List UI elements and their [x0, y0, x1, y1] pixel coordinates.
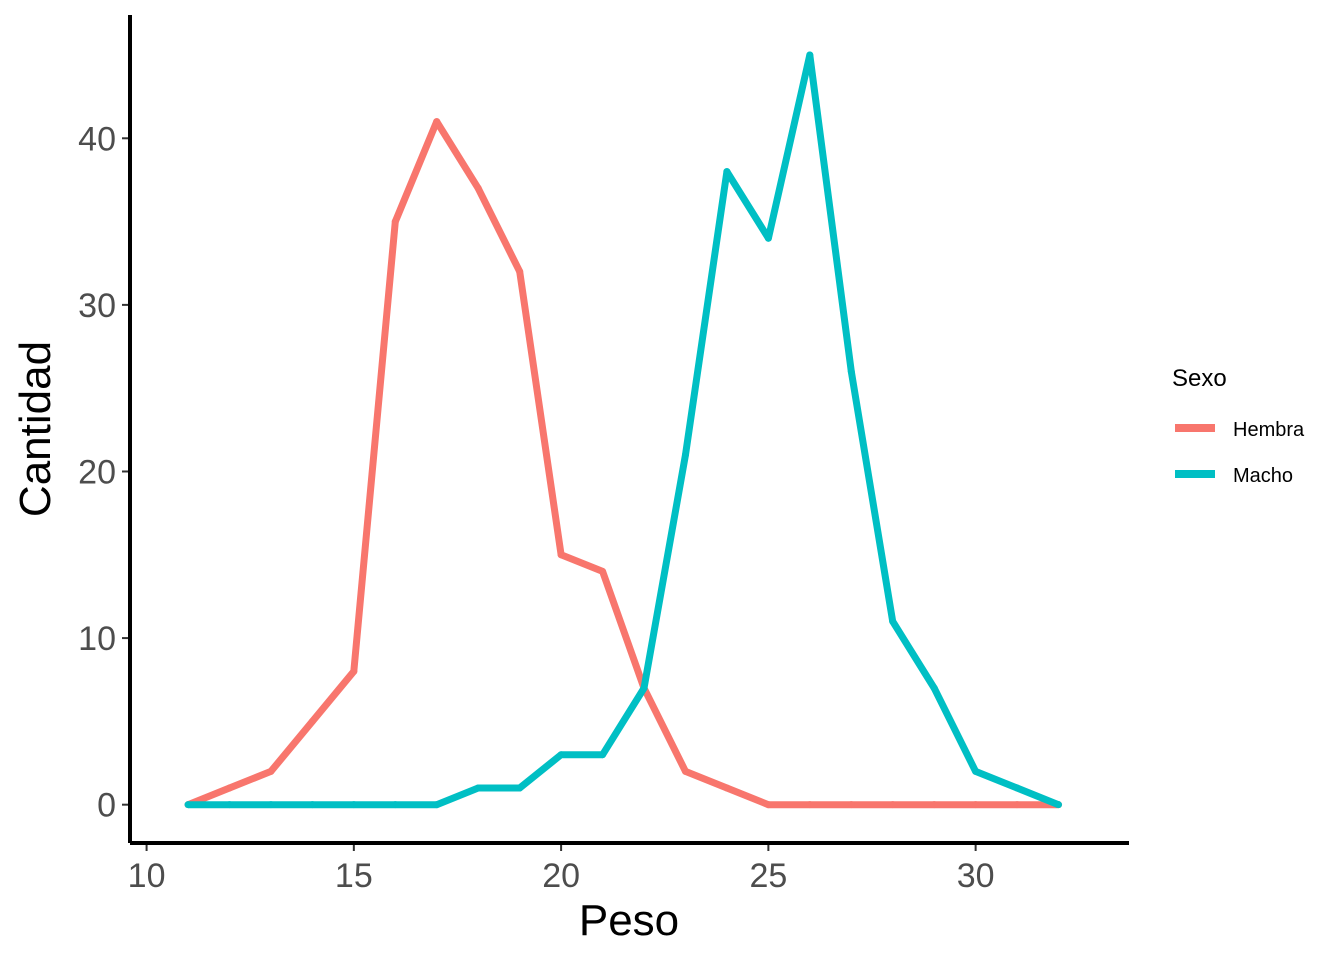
- data-point-macho: [350, 801, 358, 809]
- data-point-macho: [267, 801, 275, 809]
- data-point-hembra: [806, 801, 814, 809]
- y-tick-label: 30: [78, 287, 116, 325]
- series-line-macho: [188, 51, 1060, 809]
- data-point-macho: [640, 684, 648, 692]
- data-point-hembra: [433, 118, 441, 126]
- legend-label-macho: Macho: [1233, 465, 1293, 487]
- data-point-macho: [889, 617, 897, 625]
- x-axis-title: Peso: [579, 896, 679, 945]
- axes-layer: [128, 15, 1129, 845]
- y-tick-label: 0: [97, 787, 116, 825]
- data-point-macho: [184, 801, 192, 809]
- data-point-hembra: [972, 801, 980, 809]
- x-tick-label: 20: [542, 857, 580, 895]
- data-point-macho: [391, 801, 399, 809]
- data-point-hembra: [1013, 801, 1021, 809]
- data-point-hembra: [930, 801, 938, 809]
- y-tick-label: 40: [78, 120, 116, 158]
- data-point-macho: [433, 801, 441, 809]
- data-point-macho: [764, 234, 772, 242]
- x-tick-label: 30: [957, 857, 995, 895]
- data-point-macho: [599, 751, 607, 759]
- y-axis-title: Cantidad: [11, 341, 60, 517]
- legend-title: Sexo: [1172, 365, 1227, 392]
- data-point-macho: [474, 784, 482, 792]
- series-line-hembra: [186, 118, 1059, 809]
- data-point-hembra: [681, 767, 689, 775]
- data-point-macho: [516, 784, 524, 792]
- legend: Sexo Hembra Macho: [1172, 365, 1305, 487]
- data-point-hembra: [847, 801, 855, 809]
- data-point-hembra: [267, 767, 275, 775]
- data-point-hembra: [516, 268, 524, 276]
- data-point-macho: [806, 51, 814, 59]
- data-point-hembra: [764, 801, 772, 809]
- x-tick-label: 15: [335, 857, 373, 895]
- ticks-layer: 10 15 20 25 30 0 10 20 30 40: [78, 120, 994, 895]
- legend-item-macho: Macho: [1175, 465, 1293, 487]
- data-point-hembra: [308, 717, 316, 725]
- x-tick-label: 25: [749, 857, 787, 895]
- data-point-hembra: [391, 218, 399, 226]
- x-tick-label: 10: [128, 857, 166, 895]
- data-point-hembra: [557, 551, 565, 559]
- data-point-macho: [930, 684, 938, 692]
- y-tick-label: 10: [78, 620, 116, 658]
- data-point-hembra: [889, 801, 897, 809]
- data-point-macho: [1055, 801, 1063, 809]
- data-point-hembra: [474, 184, 482, 192]
- data-point-macho: [847, 368, 855, 376]
- data-point-macho: [225, 801, 233, 809]
- data-point-hembra: [350, 667, 358, 675]
- data-point-hembra: [723, 784, 731, 792]
- data-point-macho: [308, 801, 316, 809]
- series-layer: [184, 51, 1063, 809]
- legend-label-hembra: Hembra: [1233, 419, 1305, 441]
- data-point-macho: [723, 168, 731, 176]
- data-point-macho: [681, 451, 689, 459]
- data-point-macho: [972, 767, 980, 775]
- data-point-macho: [1013, 784, 1021, 792]
- data-point-hembra: [599, 567, 607, 575]
- y-tick-label: 20: [78, 453, 116, 491]
- legend-item-hembra: Hembra: [1175, 419, 1305, 441]
- data-point-macho: [557, 751, 565, 759]
- data-point-hembra: [225, 784, 233, 792]
